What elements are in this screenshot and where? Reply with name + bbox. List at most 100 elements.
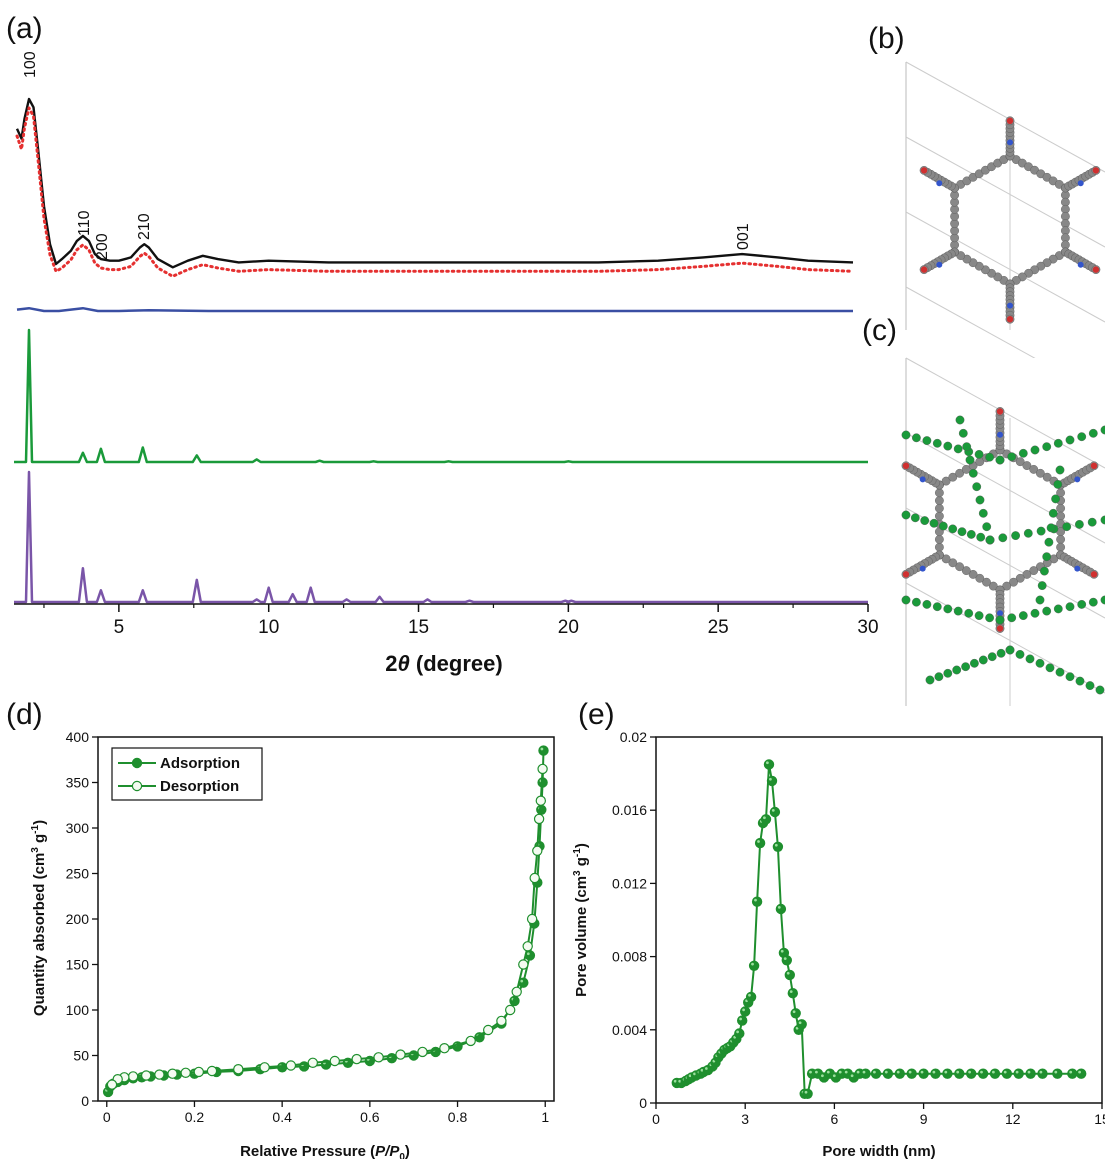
panel-label-a: (a) (6, 12, 43, 45)
atom (968, 570, 978, 579)
pore-data-point-highlight (956, 1070, 960, 1074)
isotherm-data-point (483, 1024, 494, 1036)
legend-box (111, 747, 263, 801)
atom (995, 455, 1005, 465)
atom (1029, 464, 1039, 474)
isotherm-data-point (496, 1015, 507, 1027)
pore-data-point-highlight (757, 840, 760, 843)
isotherm-data-point (127, 1071, 139, 1082)
isotherm-data-point (351, 1053, 362, 1065)
pore-data-point-highlight (789, 990, 793, 993)
atom (965, 455, 975, 465)
atom (1065, 672, 1075, 682)
isotherm-data-point (285, 1060, 297, 1071)
cell-edge (905, 432, 1105, 544)
atom (955, 562, 964, 572)
pore-data-point (954, 1068, 965, 1079)
atom (901, 595, 911, 605)
pore-size-chart: 0 3 6 9 12 15 0 0.004 0.008 0.012 0.016 0.02 (612, 729, 1105, 1127)
atom (938, 521, 948, 531)
oxygen-atom (902, 571, 910, 578)
atom (1056, 535, 1066, 544)
atom (1007, 613, 1017, 623)
pore-data-point-highlight (920, 1070, 924, 1074)
atom (941, 554, 951, 564)
isotherm-data-point (206, 1065, 218, 1077)
atom (1035, 595, 1045, 605)
isotherm-data-point (529, 872, 540, 884)
pore-y-label-sup1: 3 (572, 870, 583, 876)
isotherm-data-point (180, 1067, 191, 1079)
pore-data-point (1067, 1068, 1078, 1079)
xrd-peak-label: 200 (94, 233, 111, 260)
atom (1030, 445, 1040, 455)
isotherm-data-point (533, 813, 545, 825)
atom (996, 648, 1006, 658)
atom (1077, 432, 1087, 442)
isotherm-data-point (233, 1063, 244, 1075)
pore-data-point (977, 1068, 989, 1079)
atom (935, 503, 944, 513)
isotherm-data-point (329, 1055, 340, 1067)
isotherm-data-point (193, 1066, 204, 1078)
pore-data-point (754, 837, 766, 849)
pore-data-point-highlight (673, 1079, 677, 1083)
pore-data-point (989, 1068, 1001, 1079)
atom (952, 665, 962, 675)
atom (929, 518, 939, 528)
nitrogen-atom (919, 565, 926, 572)
isotherm-data-point (106, 1079, 118, 1090)
atom (934, 672, 944, 682)
panel-label-b: (b) (868, 22, 905, 55)
atom (1007, 452, 1017, 462)
isotherm-y-tick-label: 100 (66, 1002, 90, 1018)
pore-data-point (790, 1008, 801, 1019)
atom (1030, 608, 1040, 618)
cell-edge (905, 61, 1105, 173)
isotherm-data-point (439, 1042, 450, 1054)
pore-data-point-highlight (705, 1067, 708, 1070)
atom (1088, 428, 1098, 438)
atom (982, 577, 991, 587)
atom (974, 449, 984, 459)
oxygen-atom (996, 408, 1004, 415)
isotherm-data-point (518, 959, 529, 970)
atom (1018, 448, 1028, 458)
xrd-series-sim (15, 106, 855, 278)
pore-data-point (763, 759, 775, 770)
atom (1062, 522, 1072, 532)
xrd-series-blue (16, 306, 853, 313)
atom (1075, 520, 1084, 529)
pore-y-tick-label: 0.008 (612, 949, 647, 965)
atom (912, 597, 921, 607)
atom (1045, 663, 1055, 673)
pore-data-point-highlight (754, 898, 757, 902)
pore-data-point-highlight (786, 971, 790, 975)
atom (1015, 650, 1025, 659)
pore-data-point-highlight (763, 816, 766, 820)
pore-data-point (930, 1068, 941, 1079)
pore-data-point (1075, 1068, 1087, 1079)
atom (932, 438, 942, 448)
xrd-series-exp (15, 97, 854, 269)
nitrogen-atom (997, 610, 1003, 617)
atom (975, 573, 985, 583)
pore-data-point-highlight (777, 906, 781, 909)
xrd-peak-label: 210 (136, 213, 153, 240)
xrd-peak-label: 100 (22, 51, 39, 78)
cell-edge (905, 357, 1105, 469)
isotherm-data-point-highlight (526, 952, 530, 956)
atom (953, 444, 963, 454)
atom (948, 558, 958, 568)
isotherm-data-point-highlight (540, 747, 544, 751)
oxygen-atom (1006, 117, 1014, 125)
isotherm-y-label-mid: g (31, 834, 48, 847)
pore-data-point-highlight (771, 809, 775, 812)
structure-image-b (905, 61, 1105, 398)
pore-y-label-close: ) (573, 843, 590, 848)
atom (1029, 566, 1039, 575)
atom (1023, 528, 1033, 538)
isotherm-x-tick-label: 0 (103, 1109, 111, 1125)
oxygen-atom (1092, 167, 1100, 174)
legend-marker-desorption (131, 780, 143, 792)
